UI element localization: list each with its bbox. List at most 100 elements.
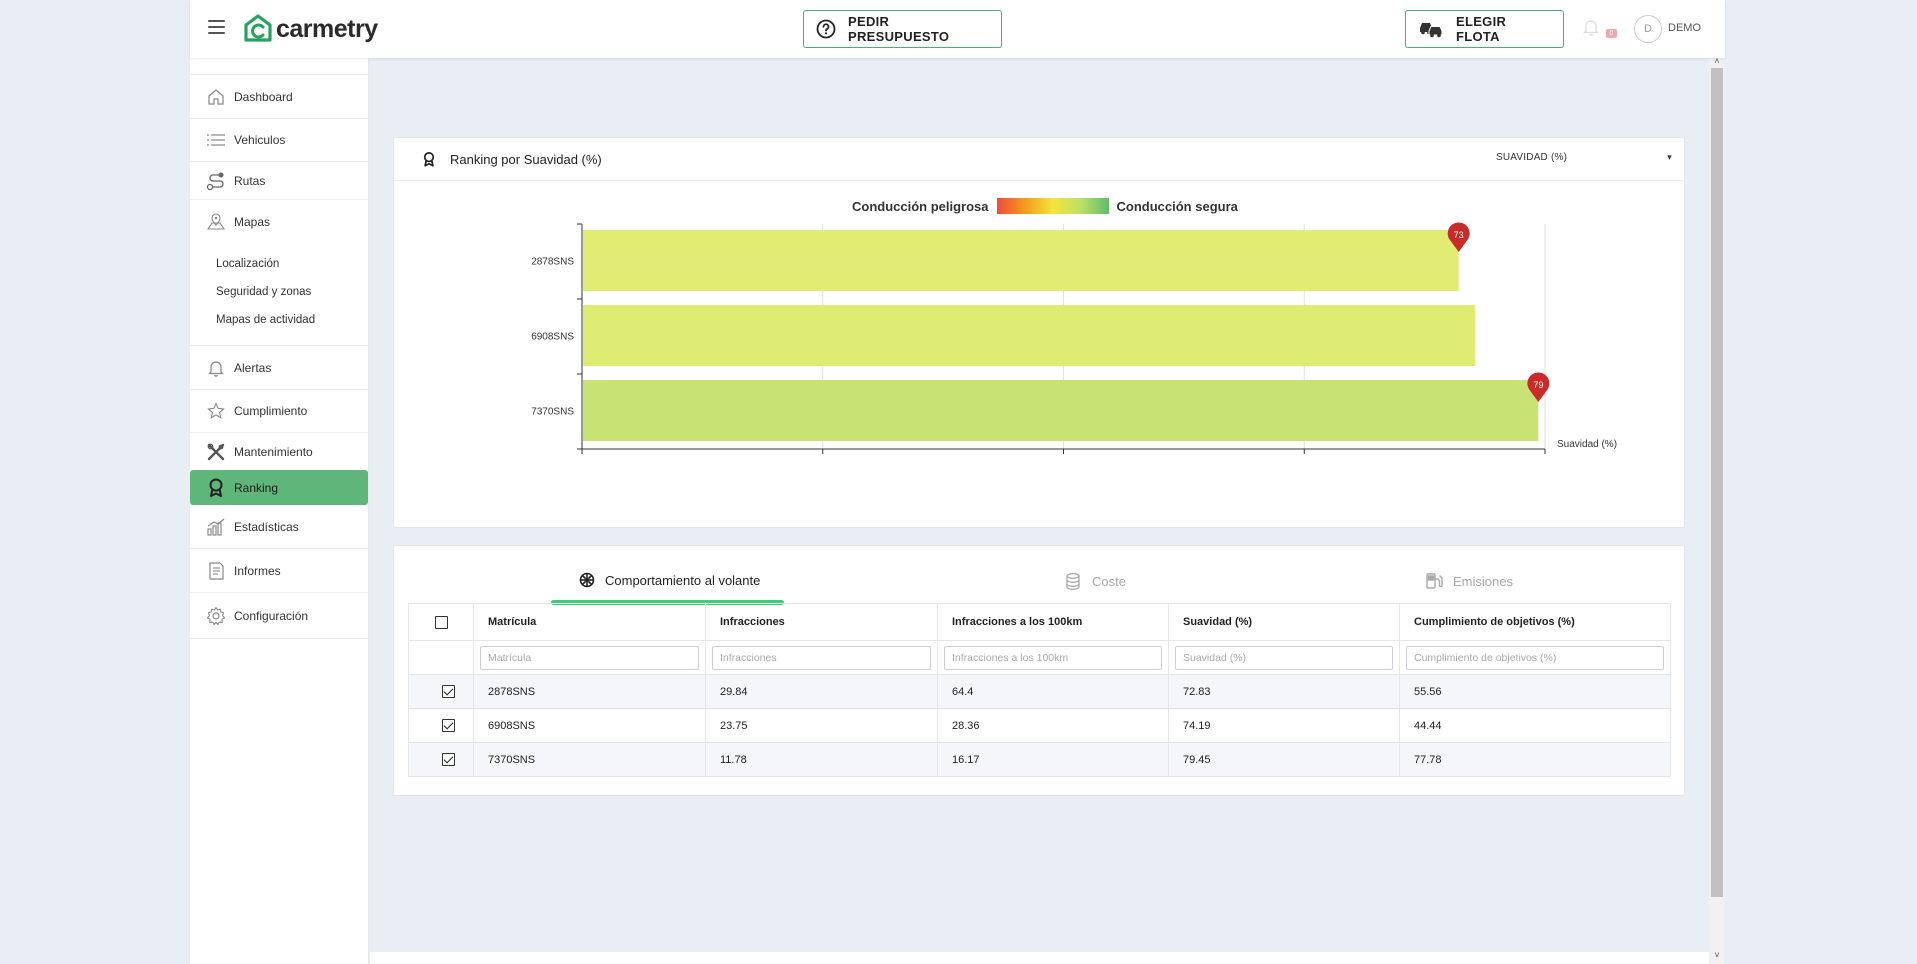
request-budget-label: PEDIR PRESUPUESTO (848, 14, 950, 44)
map-icon (206, 212, 226, 232)
filter-cell (1399, 640, 1671, 675)
table-cell: 72.83 (1168, 674, 1400, 709)
sidebar-item-label: Mapas (234, 215, 271, 229)
column-header-matricula[interactable]: Matrícula (473, 603, 706, 641)
marker-label: 73 (1454, 230, 1464, 240)
filter-infracciones-input[interactable] (712, 645, 931, 670)
select-all-cell (408, 603, 474, 641)
sidebar-item-label: Informes (234, 563, 281, 578)
sidebar-item-alertas[interactable]: Alertas (190, 346, 368, 390)
table-header-row: Matrícula Infracciones Infracciones a lo… (408, 603, 1671, 641)
sidebar-item-configuracion[interactable]: Configuración (190, 593, 368, 639)
bar-6908SNS (583, 305, 1476, 366)
x-tick-label: 80 (1539, 457, 1551, 458)
table-cell: 55.56 (1399, 674, 1671, 709)
sidebar-item-vehiculos[interactable]: Vehiculos (190, 119, 368, 162)
tab-driving-behaviour[interactable]: Comportamiento al volante (579, 572, 760, 588)
submenu-item-localizacion[interactable]: Localización (216, 258, 280, 270)
sidebar-item-rutas[interactable]: Rutas (190, 162, 368, 200)
filter-cumplimiento-input[interactable] (1406, 645, 1664, 670)
select-all-checkbox[interactable] (434, 615, 448, 629)
submenu-item-seguridad-zonas[interactable]: Seguridad y zonas (216, 286, 312, 298)
award-icon (423, 151, 435, 167)
table-cell: 29.84 (705, 674, 938, 709)
category-label: 7370SNS (531, 407, 574, 418)
ranking-tabs: Comportamiento al volante Coste Emisione… (394, 546, 1684, 605)
sidebar-item-mapas[interactable]: Mapas (190, 200, 368, 244)
notifications-bell-icon[interactable] (1583, 18, 1599, 36)
filter-row (408, 640, 1671, 675)
sidebar-item-label: Rutas (234, 173, 266, 188)
sidebar-menu: Dashboard Vehiculos Rutas Mapas Localiza… (190, 74, 368, 639)
row-checkbox[interactable] (441, 719, 455, 732)
sidebar-item-label: Alertas (234, 360, 272, 375)
gear-icon (206, 606, 226, 626)
ranking-bar-chart: 2878SNS 6908SNS 7370SNS 0 20 40 60 80 Suavidad (… (531, 222, 1617, 458)
filter-matricula-input[interactable] (480, 645, 699, 670)
award-icon (206, 478, 226, 498)
request-budget-button[interactable]: PEDIR PRESUPUESTO (803, 10, 1002, 48)
chart-card-header: Ranking por Suavidad (%) SUAVIDAD (%) ▾ (394, 138, 1684, 181)
chart-legend: Conducción peligrosa Conducción segura (852, 198, 1238, 214)
sidebar-item-cumplimiento[interactable]: Cumplimiento (190, 390, 368, 433)
metric-select[interactable]: SUAVIDAD (%) ▾ (1496, 152, 1672, 163)
table-row[interactable]: 6908SNS 23.75 28.36 74.19 44.44 (408, 708, 1671, 743)
ranking-chart-card: Ranking por Suavidad (%) SUAVIDAD (%) ▾ … (393, 137, 1685, 528)
row-checkbox-cell (408, 742, 474, 777)
legend-gradient-bar (996, 198, 1109, 214)
filter-infracciones-100km-input[interactable] (944, 645, 1162, 670)
submenu-item-mapas-actividad[interactable]: Mapas de actividad (216, 314, 316, 326)
bell-icon (206, 358, 226, 378)
table-cell: 2878SNS (473, 674, 706, 709)
table-cell: 64.4 (937, 674, 1169, 709)
question-circle-icon (816, 19, 836, 39)
logo-icon (244, 14, 272, 42)
x-tick-label: 60 (1299, 457, 1311, 458)
sidebar-item-label: Estadísticas (234, 519, 299, 534)
tools-icon (206, 442, 226, 462)
column-header-infracciones-100km[interactable]: Infracciones a los 100km (937, 603, 1169, 641)
sidebar-item-informes[interactable]: Informes (190, 549, 368, 593)
filter-suavidad-input[interactable] (1175, 645, 1393, 670)
sidebar-item-label: Mantenimiento (234, 444, 313, 459)
tab-cost[interactable]: Coste (1064, 572, 1126, 590)
column-header-suavidad[interactable]: Suavidad (%) (1168, 603, 1400, 641)
sidebar-item-label: Configuración (234, 608, 309, 623)
menu-toggle-icon[interactable] (208, 20, 225, 34)
scroll-down-arrow-icon[interactable]: ˅ (1714, 950, 1720, 960)
user-avatar[interactable]: D (1634, 15, 1662, 43)
scroll-up-arrow-icon[interactable]: ˄ (1714, 56, 1720, 66)
home-icon (206, 87, 226, 107)
logo[interactable]: carmetry (242, 13, 378, 45)
sidebar-item-dashboard[interactable]: Dashboard (190, 75, 368, 119)
table-cell: 6908SNS (473, 708, 706, 743)
bar-2878SNS (583, 230, 1459, 291)
notification-count-badge: 0 (1606, 29, 1617, 38)
main-scrollbar-thumb[interactable] (1711, 68, 1723, 897)
report-icon (206, 561, 226, 581)
table-row[interactable]: 2878SNS 29.84 64.4 72.83 55.56 (408, 674, 1671, 709)
user-name[interactable]: DEMO (1668, 22, 1701, 34)
column-header-infracciones[interactable]: Infracciones (705, 603, 938, 641)
stats-icon (206, 517, 226, 537)
table-cell: 16.17 (937, 742, 1169, 777)
ranking-table-card: Comportamiento al volante Coste Emisione… (393, 545, 1685, 796)
tab-label: Coste (1092, 573, 1126, 589)
table-cell: 7370SNS (473, 742, 706, 777)
ranking-table: Matrícula Infracciones Infracciones a lo… (408, 603, 1671, 777)
sidebar-item-ranking[interactable]: Ranking (190, 470, 368, 505)
row-checkbox-cell (408, 674, 474, 709)
sidebar-item-mantenimiento[interactable]: Mantenimiento (190, 433, 368, 470)
row-checkbox-cell (408, 708, 474, 743)
tab-emissions[interactable]: Emisiones (1425, 572, 1513, 590)
table-cell: 79.45 (1168, 742, 1400, 777)
row-checkbox[interactable] (441, 753, 455, 766)
category-label: 2878SNS (531, 257, 574, 268)
sidebar: Dashboard Vehiculos Rutas Mapas Localiza… (190, 58, 369, 964)
star-icon (206, 401, 226, 421)
table-row[interactable]: 7370SNS 11.78 16.17 79.45 77.78 (408, 742, 1671, 777)
sidebar-item-estadisticas[interactable]: Estadísticas (190, 505, 368, 549)
column-header-cumplimiento[interactable]: Cumplimiento de objetivos (%) (1399, 603, 1671, 641)
row-checkbox[interactable] (441, 685, 455, 698)
choose-fleet-button[interactable]: ELEGIR FLOTA (1405, 10, 1564, 48)
